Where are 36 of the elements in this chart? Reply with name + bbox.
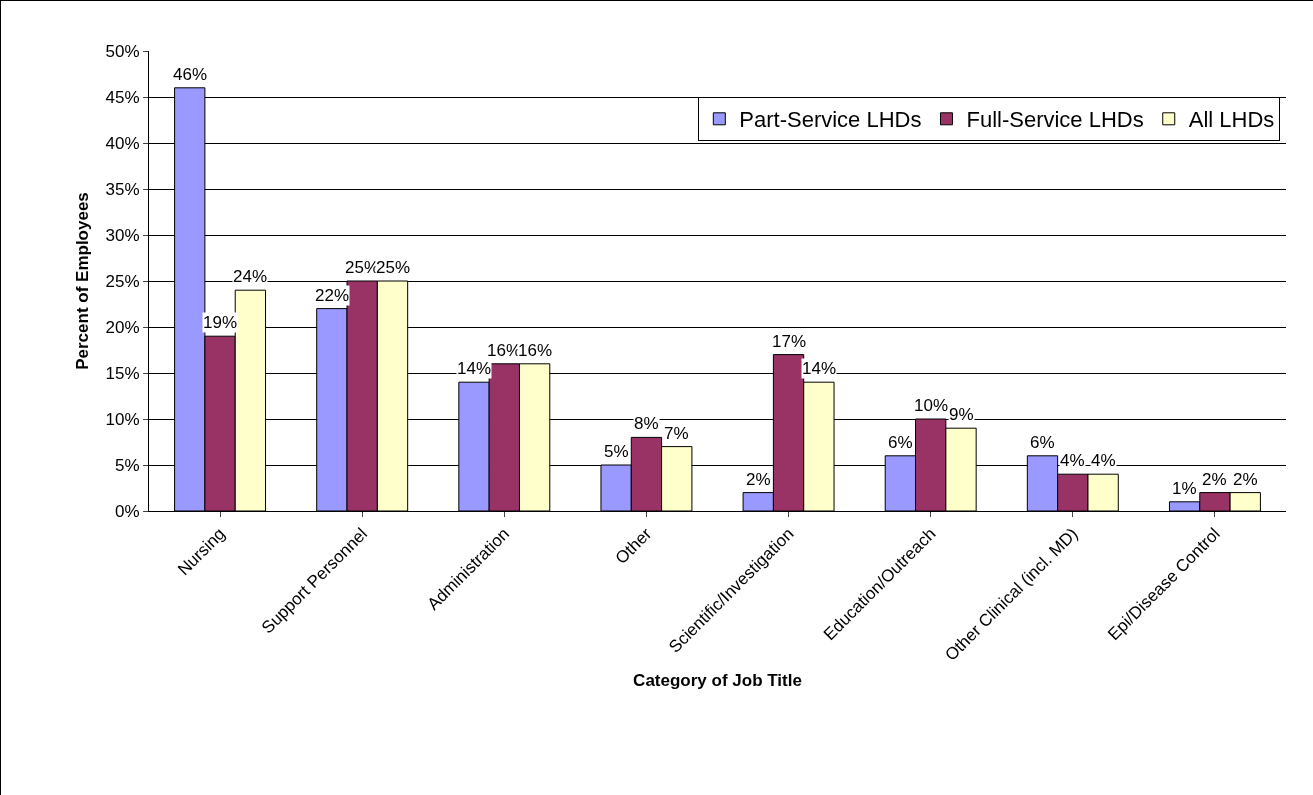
legend-label: All LHDs bbox=[1188, 107, 1275, 133]
data-label: 14% bbox=[457, 359, 492, 378]
data-label: 10% bbox=[914, 396, 949, 415]
y-axis-title: Percent of Employees bbox=[73, 192, 93, 370]
data-label: 22% bbox=[315, 286, 350, 305]
y-tick-label: 10% bbox=[105, 409, 140, 429]
data-label: 8% bbox=[634, 414, 659, 433]
y-tick-label: 20% bbox=[105, 317, 140, 337]
y-tick-label: 30% bbox=[105, 225, 140, 245]
y-tick-label: 5% bbox=[115, 455, 140, 475]
data-label: 19% bbox=[203, 313, 238, 332]
data-label: 46% bbox=[173, 65, 208, 84]
data-label: 7% bbox=[664, 424, 689, 443]
data-label: 9% bbox=[949, 405, 974, 424]
data-label: 2% bbox=[746, 470, 771, 489]
y-tick-label: 50% bbox=[105, 41, 140, 61]
legend-label: Full-Service LHDs bbox=[966, 107, 1144, 133]
y-tick-label: 40% bbox=[105, 133, 140, 153]
data-label: 2% bbox=[1233, 470, 1258, 489]
y-tick-label: 15% bbox=[105, 363, 140, 383]
x-axis-title: Category of Job Title bbox=[633, 671, 802, 691]
data-label: 6% bbox=[888, 433, 913, 452]
data-label: 14% bbox=[802, 359, 837, 378]
data-label: 24% bbox=[233, 267, 268, 286]
y-tick-label: 0% bbox=[115, 501, 140, 521]
data-label: 4% bbox=[1060, 451, 1085, 470]
data-label: 6% bbox=[1030, 433, 1055, 452]
legend-label: Part-Service LHDs bbox=[739, 107, 922, 133]
y-tick-label: 35% bbox=[105, 179, 140, 199]
data-label: 4% bbox=[1091, 451, 1116, 470]
data-label: 17% bbox=[772, 332, 807, 351]
data-label: 1% bbox=[1172, 479, 1197, 498]
data-label: 5% bbox=[604, 442, 629, 461]
data-label: 2% bbox=[1202, 470, 1227, 489]
y-tick-label: 45% bbox=[105, 87, 140, 107]
y-tick-label: 25% bbox=[105, 271, 140, 291]
